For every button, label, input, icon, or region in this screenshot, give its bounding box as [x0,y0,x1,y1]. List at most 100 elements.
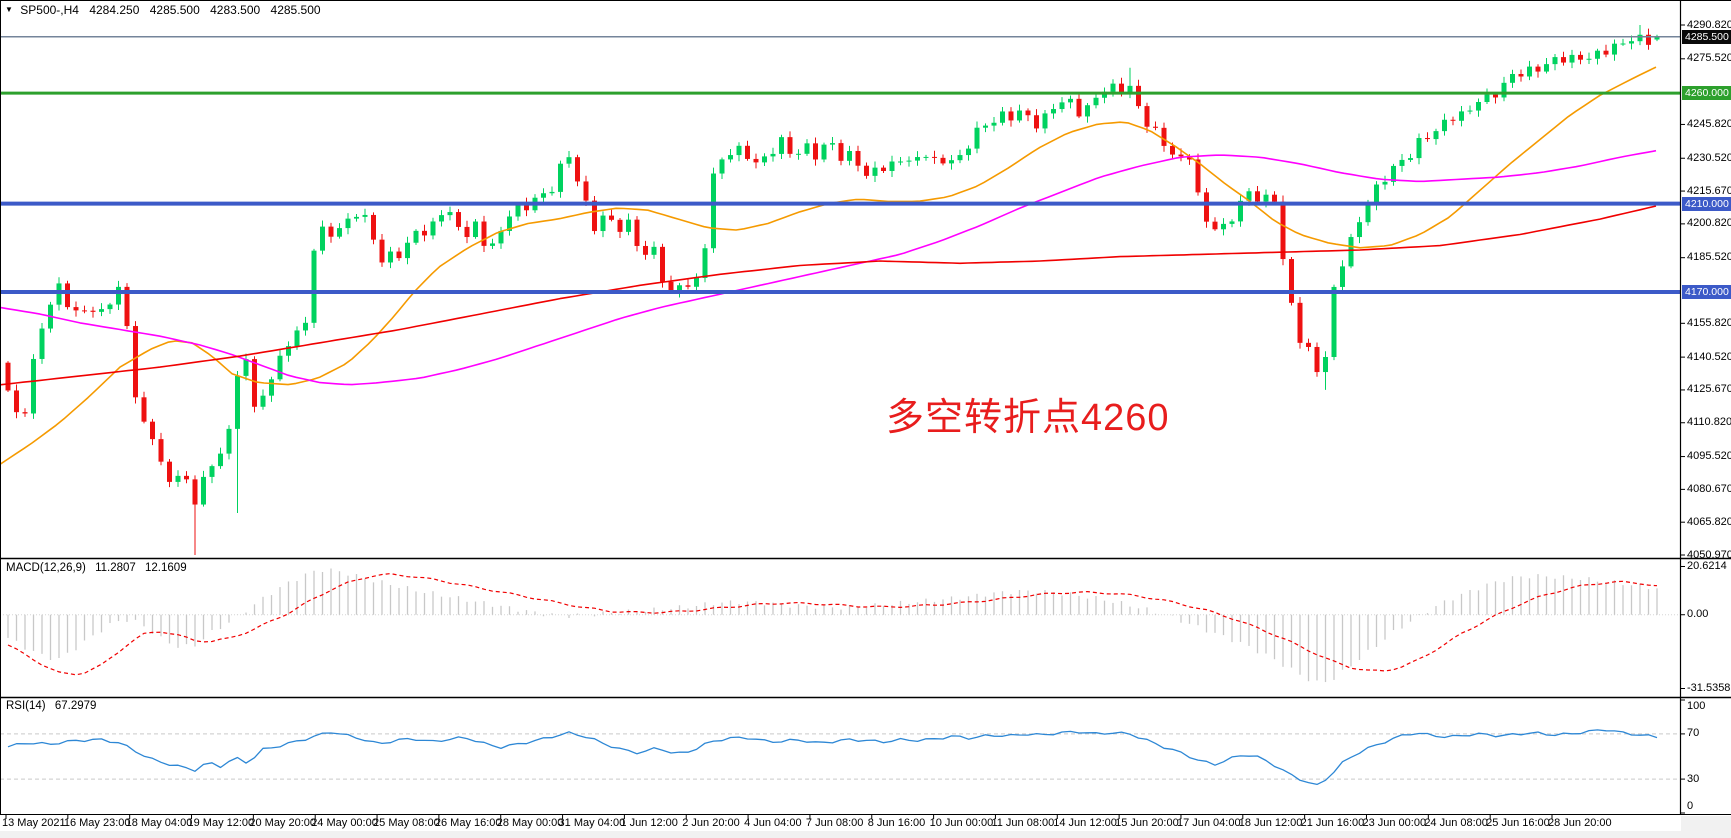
candle[interactable] [1425,132,1430,142]
candle[interactable] [541,188,546,204]
candle[interactable] [413,229,419,245]
candle[interactable] [974,121,980,154]
candle[interactable] [1204,188,1209,228]
candle[interactable] [1459,106,1464,127]
candle[interactable] [881,165,886,173]
candle[interactable] [796,149,801,160]
candle[interactable] [770,147,776,162]
candle[interactable] [549,186,555,196]
candle[interactable] [1314,342,1320,377]
candle[interactable] [14,384,19,419]
candle[interactable] [1025,108,1031,122]
symbol-dropdown-icon[interactable]: ▼ [5,5,13,14]
candle[interactable] [1476,98,1481,117]
ma-fast-orange[interactable] [0,66,1657,465]
candle[interactable] [1646,28,1651,50]
candle[interactable] [1093,91,1099,109]
candle[interactable] [1391,163,1396,186]
candle[interactable] [39,322,45,364]
candle[interactable] [583,175,589,207]
candle[interactable] [1340,260,1345,294]
candle[interactable] [1153,121,1158,131]
candle[interactable] [915,151,920,166]
candle[interactable] [1527,60,1532,81]
candle[interactable] [813,137,818,166]
candle[interactable] [269,376,274,402]
candle[interactable] [1637,25,1643,46]
candle[interactable] [107,302,113,314]
candle[interactable] [1297,296,1303,349]
candle[interactable] [1357,216,1362,244]
candle[interactable] [1034,109,1039,133]
candle[interactable] [889,155,895,177]
candle[interactable] [490,238,495,250]
candle[interactable] [685,279,691,290]
candle[interactable] [481,215,487,253]
candle[interactable] [311,248,317,328]
candle[interactable] [966,145,971,161]
candle[interactable] [1085,103,1090,123]
candle[interactable] [1059,97,1065,113]
candle[interactable] [396,247,402,261]
candle[interactable] [1238,194,1243,227]
candle[interactable] [243,353,249,381]
candle[interactable] [940,154,946,166]
candle[interactable] [371,212,376,245]
candle[interactable] [1442,113,1447,136]
candle[interactable] [464,220,470,244]
candle[interactable] [447,206,453,221]
candle[interactable] [1076,92,1082,119]
candle[interactable] [1229,219,1235,228]
candle[interactable] [99,303,104,317]
candle[interactable] [218,447,223,469]
candle[interactable] [167,458,172,488]
candle[interactable] [226,425,232,460]
candle[interactable] [660,243,665,288]
candle[interactable] [22,408,28,417]
candle[interactable] [787,131,793,158]
candle[interactable] [1603,44,1609,58]
candle[interactable] [1195,153,1201,196]
candle[interactable] [1280,195,1286,266]
candle[interactable] [1578,51,1583,65]
candle[interactable] [932,150,937,164]
candle[interactable] [1586,52,1592,65]
candle[interactable] [626,213,631,236]
candle[interactable] [719,157,725,180]
candle[interactable] [1450,116,1456,126]
candle[interactable] [957,149,963,164]
candle[interactable] [201,470,206,507]
candle[interactable] [524,197,529,217]
candle[interactable] [405,236,410,265]
candle[interactable] [1501,76,1507,102]
candle[interactable] [923,154,929,161]
candle[interactable] [116,280,121,311]
candle[interactable] [711,167,716,253]
candle[interactable] [1289,256,1294,306]
candle[interactable] [65,280,70,310]
candle[interactable] [345,213,351,235]
candle[interactable] [1008,107,1014,127]
candle[interactable] [1433,128,1439,145]
candle[interactable] [838,139,844,166]
candle[interactable] [1323,351,1328,390]
candle[interactable] [1212,217,1218,231]
candle[interactable] [337,223,342,239]
candle[interactable] [150,418,155,446]
candle[interactable] [1561,51,1566,66]
candle[interactable] [1544,57,1549,74]
candle[interactable] [736,142,742,162]
candle[interactable] [1000,107,1005,126]
candle[interactable] [498,226,504,249]
candle[interactable] [1306,338,1311,352]
candle[interactable] [473,219,478,239]
candle[interactable] [379,233,385,267]
candle[interactable] [804,139,810,156]
candle[interactable] [830,136,835,151]
candle[interactable] [1518,69,1524,82]
candle[interactable] [252,356,257,413]
candle[interactable] [1374,181,1379,211]
candle[interactable] [192,475,198,555]
candle[interactable] [651,241,657,259]
